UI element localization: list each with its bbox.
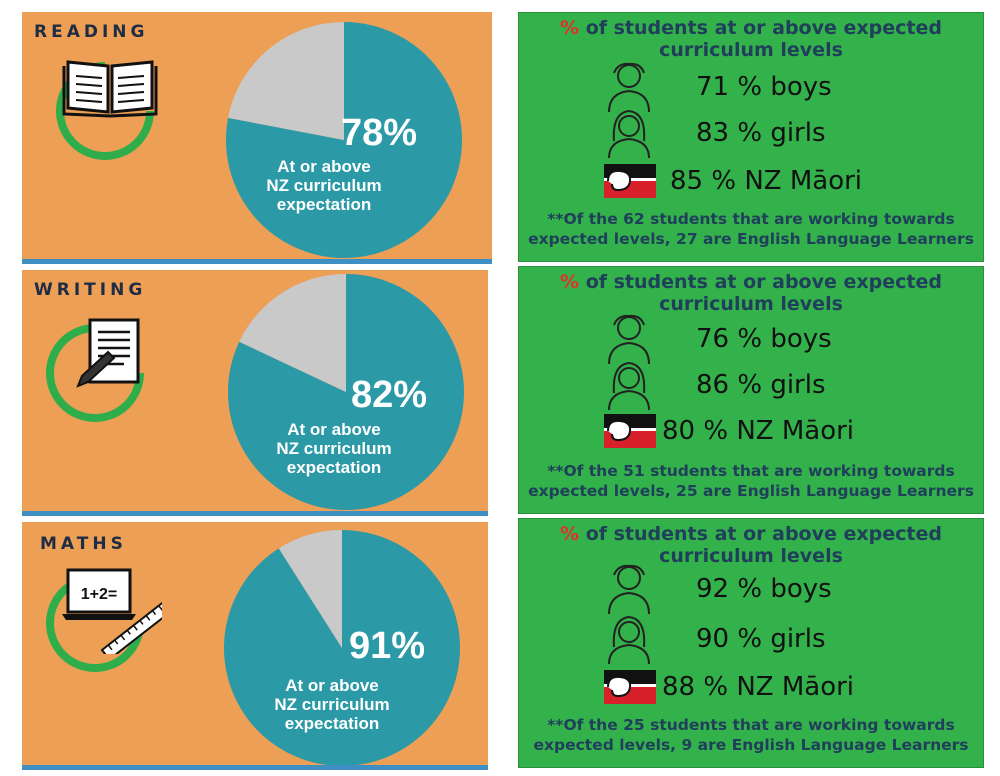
heading-line-2: curriculum levels (659, 293, 843, 315)
pie-caption-line-1: At or above (285, 676, 379, 695)
laptop-ruler-icon: 1+2= (62, 568, 162, 654)
girls-row: 90 % girls (604, 615, 826, 665)
pie-center-label: 82% (351, 374, 427, 416)
boys-value: 76 % boys (696, 324, 832, 354)
maori-flag-icon (604, 414, 656, 448)
pie-caption-line-3: expectation (285, 714, 379, 733)
writing-breakdown-panel: % of students at or above expected curri… (518, 266, 984, 514)
pie-caption-line-2: NZ curriculum (266, 176, 381, 195)
boy-icon (608, 62, 650, 113)
maori-value: 85 % NZ Māori (670, 166, 863, 196)
subject-title: WRITING (34, 280, 147, 300)
heading-line-2: curriculum levels (659, 39, 843, 61)
percent-symbol: % (560, 523, 580, 545)
boys-row: 92 % boys (604, 564, 832, 615)
ell-note: **Of the 51 students that are working to… (519, 461, 983, 501)
maori-flag-icon (604, 164, 656, 198)
girl-icon (608, 109, 650, 159)
girl-icon (608, 361, 650, 411)
boy-icon (608, 314, 650, 365)
progress-ring-icon (46, 574, 144, 672)
note-line-2: expected levels, 27 are English Language… (528, 230, 974, 248)
breakdown-heading: % of students at or above expected curri… (519, 17, 983, 61)
pie-caption-line-2: NZ curriculum (274, 695, 389, 714)
subject-title: READING (34, 22, 149, 42)
maori-row: 85 % NZ Māori (604, 161, 862, 201)
note-line-1: **Of the 51 students that are working to… (547, 462, 955, 480)
pie-slice-below (278, 530, 342, 648)
boys-row: 76 % boys (604, 314, 832, 365)
book-icon (62, 60, 158, 118)
reading-panel: READING 78% At or above NZ curriculum ex… (22, 12, 492, 264)
maori-row: 80 % NZ Māori (604, 411, 854, 451)
pie-caption-line-3: expectation (287, 458, 381, 477)
pie-chart: 91% At or above NZ curriculum expectatio… (224, 530, 460, 766)
ell-note: **Of the 62 students that are working to… (519, 209, 983, 249)
percent-symbol: % (560, 17, 580, 39)
note-line-2: expected levels, 25 are English Language… (528, 482, 974, 500)
pie-caption-line-1: At or above (277, 157, 371, 176)
pie-caption-line-3: expectation (277, 195, 371, 214)
divider-bar (22, 765, 488, 770)
boys-value: 92 % boys (696, 574, 832, 604)
writing-panel: WRITING 82% At or above NZ curriculum ex… (22, 270, 488, 516)
girls-row: 83 % girls (604, 109, 826, 159)
maori-flag-icon (604, 670, 656, 704)
girls-value: 83 % girls (696, 118, 826, 148)
boys-row: 71 % boys (604, 62, 832, 113)
pie-chart: 78% At or above NZ curriculum expectatio… (225, 22, 462, 258)
girl-icon (608, 615, 650, 665)
pie-slice-below (228, 22, 344, 140)
pie-slice-at-or-above (225, 22, 462, 258)
pie-slice-below (239, 274, 346, 392)
pie-center-label: 91% (349, 625, 425, 667)
breakdown-heading: % of students at or above expected curri… (519, 271, 983, 315)
girls-value: 90 % girls (696, 624, 826, 654)
pie-chart: 82% At or above NZ curriculum expectatio… (228, 274, 464, 510)
progress-ring-icon (46, 324, 144, 422)
note-line-1: **Of the 62 students that are working to… (547, 210, 955, 228)
boy-icon (608, 564, 650, 615)
note-line-2: expected levels, 9 are English Language … (533, 736, 969, 754)
divider-bar (22, 511, 488, 516)
maths-breakdown-panel: % of students at or above expected curri… (518, 518, 984, 768)
maori-row: 88 % NZ Māori (604, 667, 854, 707)
heading-line-1: of students at or above expected (579, 17, 942, 39)
document-pencil-icon (76, 318, 140, 388)
heading-line-1: of students at or above expected (579, 523, 942, 545)
reading-breakdown-panel: % of students at or above expected curri… (518, 12, 984, 262)
math-screen-text: 1+2= (81, 586, 117, 603)
heading-line-1: of students at or above expected (579, 271, 942, 293)
percent-symbol: % (560, 271, 580, 293)
heading-line-2: curriculum levels (659, 545, 843, 567)
boys-value: 71 % boys (696, 72, 832, 102)
subject-title: MATHS (40, 534, 127, 554)
divider-bar (22, 259, 492, 264)
maths-panel: MATHS 1+2= 91% At or above NZ curriculum… (22, 522, 488, 770)
girls-value: 86 % girls (696, 370, 826, 400)
girls-row: 86 % girls (604, 361, 826, 411)
breakdown-heading: % of students at or above expected curri… (519, 523, 983, 567)
ell-note: **Of the 25 students that are working to… (519, 715, 983, 755)
pie-center-label: 78% (341, 112, 417, 154)
maori-value: 88 % NZ Māori (662, 672, 855, 702)
pie-caption-line-2: NZ curriculum (276, 439, 391, 458)
maori-value: 80 % NZ Māori (662, 416, 855, 446)
pie-caption-line-1: At or above (287, 420, 381, 439)
note-line-1: **Of the 25 students that are working to… (547, 716, 955, 734)
